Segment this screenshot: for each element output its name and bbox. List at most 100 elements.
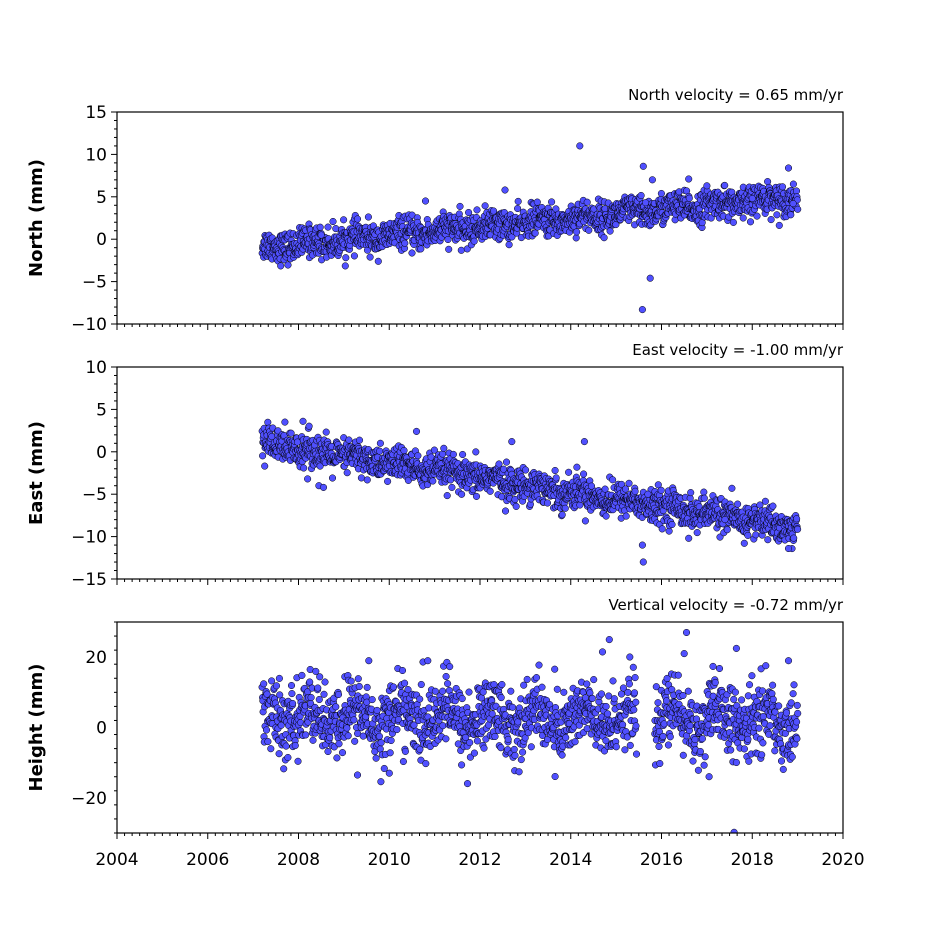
y-tick-label: 0 (96, 719, 107, 739)
data-point (374, 257, 382, 265)
data-point (748, 194, 756, 203)
data-point (600, 234, 608, 242)
data-point (456, 202, 464, 210)
data-point (775, 702, 783, 710)
data-point (646, 274, 654, 282)
data-point (758, 751, 766, 759)
data-point (552, 474, 560, 482)
data-point (517, 756, 525, 764)
data-point (458, 761, 466, 769)
data-point (794, 709, 802, 717)
data-point (373, 706, 381, 714)
data-point (580, 470, 588, 478)
data-point (794, 205, 802, 213)
data-point (789, 690, 797, 698)
data-point (508, 438, 516, 446)
data-point (583, 198, 591, 206)
data-point (470, 237, 478, 245)
data-point (598, 648, 607, 656)
data-point (551, 772, 559, 781)
data-point (543, 499, 552, 507)
data-point (561, 504, 569, 512)
data-point (709, 662, 717, 670)
data-point (259, 452, 267, 460)
data-point (421, 197, 430, 205)
data-point (447, 476, 455, 484)
data-point (755, 724, 763, 732)
data-point (332, 225, 340, 233)
data-point (638, 541, 646, 549)
data-point (733, 702, 741, 710)
data-point (758, 687, 767, 695)
y-tick-label: 0 (96, 443, 107, 463)
data-point (316, 673, 324, 681)
data-point (602, 512, 610, 520)
data-point (729, 218, 737, 226)
points-north (258, 142, 802, 314)
data-point (637, 191, 645, 200)
data-point (734, 500, 742, 508)
data-point (789, 180, 797, 188)
data-point (784, 544, 793, 553)
data-point (400, 446, 408, 455)
x-tick-label: 2018 (731, 850, 774, 870)
data-point (376, 447, 384, 455)
data-point (703, 182, 711, 190)
data-point (288, 690, 296, 698)
data-point (347, 677, 355, 685)
data-point (745, 757, 753, 765)
data-point (682, 628, 691, 637)
data-point (425, 704, 433, 712)
data-point (515, 768, 523, 776)
data-point (744, 692, 752, 700)
data-point (721, 181, 729, 189)
data-point (430, 446, 438, 454)
data-point (263, 690, 271, 698)
data-point (630, 706, 638, 714)
data-point (685, 175, 693, 183)
data-point (752, 531, 760, 539)
points-east (258, 417, 802, 566)
data-point (654, 481, 662, 489)
data-point (767, 216, 775, 224)
data-point (656, 759, 664, 768)
data-point (558, 751, 566, 759)
data-point (300, 464, 308, 472)
data-point (793, 701, 801, 709)
data-point (306, 678, 314, 686)
data-point (491, 732, 499, 741)
data-point (745, 681, 754, 689)
x-tick-label: 2004 (95, 850, 138, 870)
data-point (604, 710, 612, 718)
data-point (655, 727, 663, 736)
data-point (377, 739, 385, 747)
data-point (275, 674, 283, 682)
data-point (322, 428, 330, 436)
y-axis-label-north: North (mm) (26, 159, 47, 277)
data-point (335, 740, 343, 748)
y-tick-label: −5 (82, 273, 107, 293)
data-point (355, 436, 364, 444)
data-point (790, 681, 798, 689)
data-point (769, 502, 777, 510)
data-point (787, 699, 795, 707)
data-point (771, 747, 779, 755)
data-point (380, 764, 388, 773)
data-point (329, 217, 337, 226)
data-point (372, 754, 380, 762)
data-point (732, 644, 740, 652)
data-point (727, 746, 735, 754)
data-point (299, 417, 307, 425)
data-point (527, 743, 535, 751)
data-point (648, 176, 656, 184)
data-point (479, 688, 487, 696)
data-point (498, 680, 506, 689)
data-point (314, 684, 322, 692)
data-point (666, 733, 674, 741)
data-point (439, 687, 447, 695)
data-point (728, 484, 736, 492)
data-point (354, 675, 362, 683)
data-point (353, 771, 362, 779)
data-point (548, 198, 556, 206)
data-point (744, 531, 752, 539)
